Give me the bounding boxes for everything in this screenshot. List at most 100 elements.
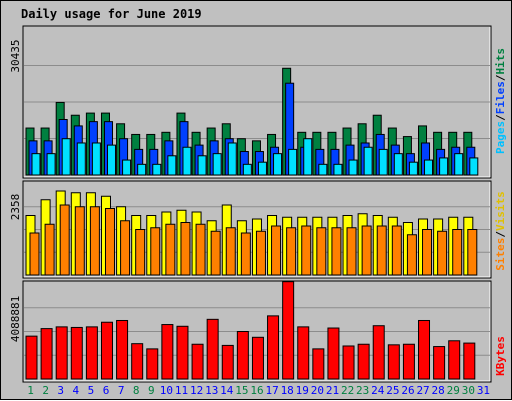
x-tick-label: 28 bbox=[432, 384, 445, 397]
bar-pages-day-4 bbox=[76, 142, 86, 176]
y-tick-label-mid: 2358 bbox=[9, 194, 22, 221]
bar-pages-day-11 bbox=[182, 146, 192, 176]
bar-pages-day-27 bbox=[424, 159, 434, 176]
bar-kbytes-day-24 bbox=[372, 325, 385, 380]
bar-kbytes-day-13 bbox=[206, 318, 219, 380]
bar-pages-day-5 bbox=[91, 142, 101, 176]
bar-sites-day-17 bbox=[271, 225, 282, 276]
legend-top: Pages/Files/Hits bbox=[494, 48, 507, 154]
bar-sites-day-14 bbox=[225, 227, 236, 276]
bar-sites-day-3 bbox=[59, 204, 70, 276]
legend-separator: / bbox=[494, 114, 507, 121]
bar-pages-day-7 bbox=[122, 159, 132, 176]
bar-sites-day-26 bbox=[406, 234, 417, 276]
bar-kbytes-day-30 bbox=[463, 342, 476, 380]
bar-kbytes-day-15 bbox=[236, 331, 249, 380]
legend-visits: Visits bbox=[494, 191, 507, 231]
bar-pages-day-26 bbox=[408, 161, 418, 176]
x-tick-label: 15 bbox=[235, 384, 248, 397]
x-tick-label: 23 bbox=[356, 384, 369, 397]
bar-sites-day-22 bbox=[346, 227, 357, 276]
legend-files: Files bbox=[494, 81, 507, 114]
legend-hits: Hits bbox=[494, 48, 507, 75]
x-tick-label: 2 bbox=[42, 384, 49, 397]
x-tick-label: 27 bbox=[416, 384, 429, 397]
bar-pages-day-29 bbox=[454, 153, 464, 176]
x-tick-label: 24 bbox=[371, 384, 385, 397]
legend-pages: Pages bbox=[494, 121, 507, 154]
bar-kbytes-day-23 bbox=[357, 343, 370, 380]
bar-kbytes-day-10 bbox=[161, 324, 174, 380]
bar-pages-day-10 bbox=[167, 155, 177, 176]
bar-pages-day-16 bbox=[257, 161, 267, 176]
x-tick-label: 3 bbox=[57, 384, 64, 397]
bar-pages-day-13 bbox=[212, 153, 222, 176]
chart-panels: 30435 2358 4088881 bbox=[9, 25, 492, 383]
x-tick-label: 10 bbox=[160, 384, 173, 397]
chart-title: Daily usage for June 2019 bbox=[21, 7, 202, 21]
bar-pages-day-1 bbox=[31, 153, 41, 176]
bar-pages-day-21 bbox=[333, 163, 343, 176]
bar-kbytes-day-2 bbox=[40, 328, 53, 380]
x-tick-label: 11 bbox=[175, 384, 188, 397]
bar-sites-day-13 bbox=[210, 230, 221, 276]
bar-pages-day-22 bbox=[348, 159, 358, 176]
bar-pages-day-3 bbox=[61, 138, 71, 176]
x-tick-label: 5 bbox=[88, 384, 95, 397]
x-tick-label: 19 bbox=[296, 384, 309, 397]
x-tick-label: 1 bbox=[27, 384, 34, 397]
series-kbytes bbox=[25, 281, 476, 380]
bar-pages-day-17 bbox=[273, 153, 283, 176]
bar-sites-day-30 bbox=[467, 229, 478, 276]
bar-pages-day-28 bbox=[439, 157, 449, 176]
x-tick-label: 20 bbox=[311, 384, 324, 397]
bar-kbytes-day-17 bbox=[267, 315, 280, 380]
x-tick-label: 25 bbox=[386, 384, 399, 397]
bar-sites-day-12 bbox=[195, 223, 206, 276]
bar-kbytes-day-7 bbox=[116, 319, 129, 380]
bar-pages-day-18 bbox=[288, 148, 298, 176]
x-tick-label: 16 bbox=[250, 384, 263, 397]
bar-pages-day-8 bbox=[137, 163, 147, 176]
x-tick-label: 13 bbox=[205, 384, 218, 397]
bar-kbytes-day-12 bbox=[191, 343, 204, 380]
bar-sites-day-19 bbox=[301, 225, 312, 276]
bar-kbytes-day-8 bbox=[131, 343, 144, 380]
bar-kbytes-day-25 bbox=[387, 344, 400, 380]
panel-top: 30435 bbox=[9, 25, 492, 179]
bar-sites-day-27 bbox=[422, 229, 433, 276]
bar-kbytes-day-27 bbox=[418, 319, 431, 380]
y-tick-label-top: 30435 bbox=[9, 39, 22, 72]
bar-sites-day-8 bbox=[135, 229, 146, 276]
bar-pages-day-15 bbox=[242, 163, 252, 176]
bar-kbytes-day-11 bbox=[176, 325, 189, 380]
bar-pages-day-2 bbox=[46, 153, 56, 176]
bar-pages-day-30 bbox=[469, 157, 479, 176]
bar-pages-day-24 bbox=[378, 148, 388, 176]
bar-kbytes-day-3 bbox=[55, 326, 68, 380]
bar-pages-day-9 bbox=[152, 163, 162, 176]
bar-pages-day-12 bbox=[197, 155, 207, 176]
x-tick-label: 14 bbox=[220, 384, 234, 397]
bar-kbytes-day-4 bbox=[70, 326, 83, 380]
bar-sites-day-21 bbox=[331, 227, 342, 276]
legend-separator: / bbox=[494, 74, 507, 81]
bar-sites-day-18 bbox=[286, 227, 297, 276]
bar-pages-day-19 bbox=[303, 138, 313, 176]
bar-sites-day-6 bbox=[104, 208, 115, 276]
bar-sites-day-16 bbox=[255, 230, 266, 276]
x-tick-label: 31 bbox=[477, 384, 490, 397]
x-tick-label: 30 bbox=[462, 384, 475, 397]
x-tick-label: 6 bbox=[103, 384, 110, 397]
bar-kbytes-day-26 bbox=[402, 343, 415, 380]
bar-sites-day-25 bbox=[391, 225, 402, 276]
x-tick-label: 7 bbox=[118, 384, 125, 397]
series-pages bbox=[31, 138, 479, 176]
bar-sites-day-5 bbox=[89, 206, 100, 276]
bar-kbytes-day-14 bbox=[221, 344, 234, 380]
bar-sites-day-9 bbox=[150, 227, 161, 276]
x-tick-label: 12 bbox=[190, 384, 203, 397]
